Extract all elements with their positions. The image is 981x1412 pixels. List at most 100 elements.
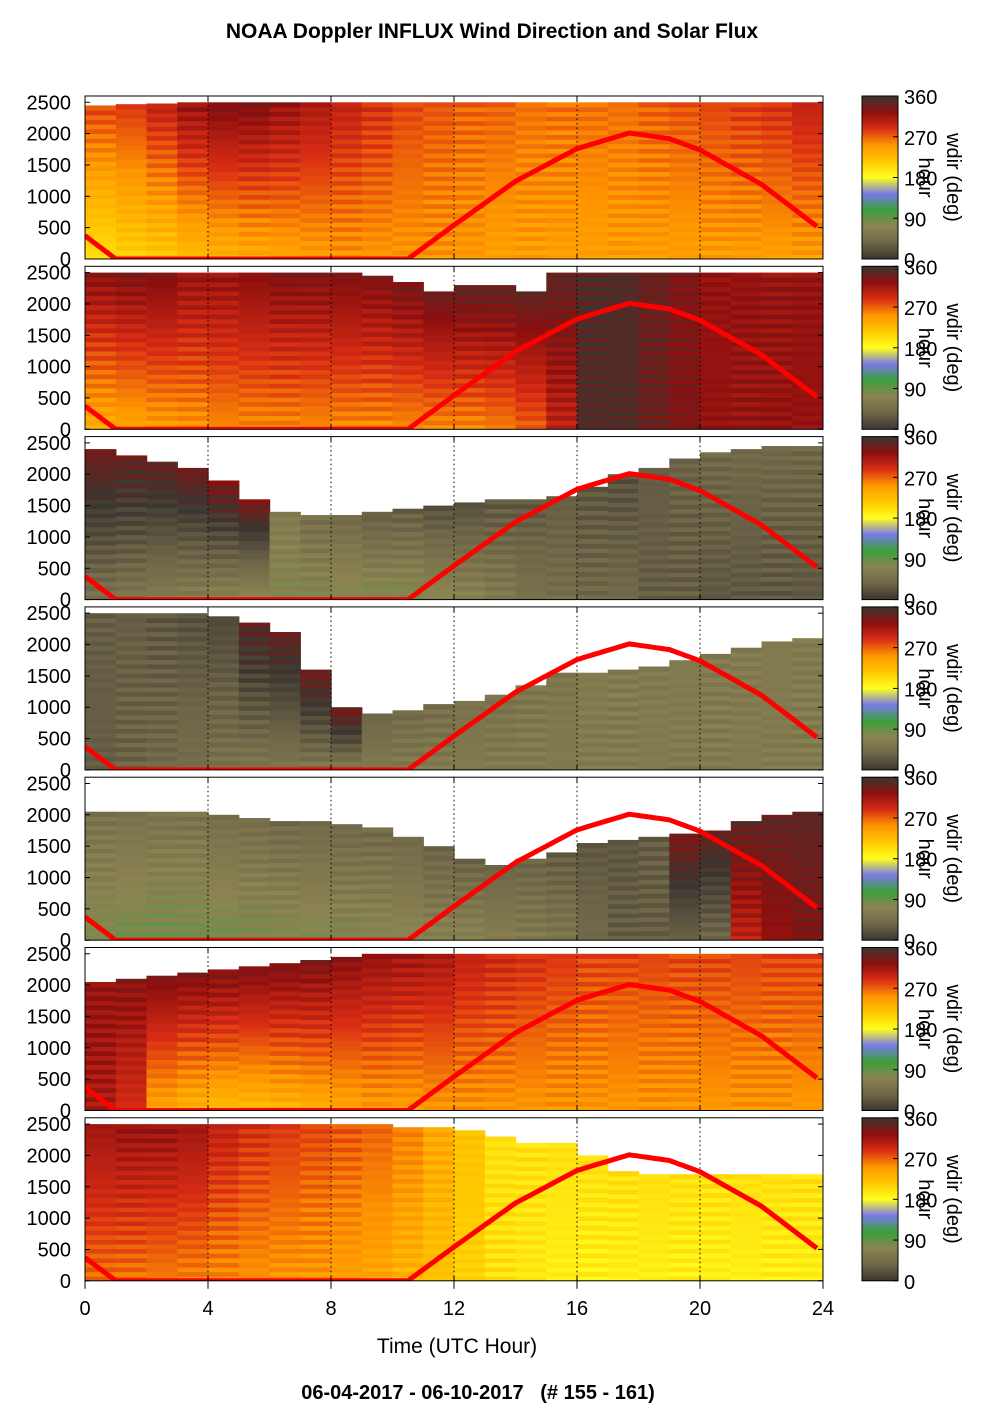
heatmap-cell (85, 387, 117, 393)
heatmap-cell (792, 166, 823, 172)
heatmap-cell (269, 544, 301, 550)
colorbar-tick-label: 270 (904, 298, 937, 320)
heatmap-cell (238, 845, 271, 851)
heatmap-cell (484, 883, 517, 890)
heatmap-cell (669, 1188, 701, 1194)
heatmap-cell (115, 816, 148, 822)
heatmap-cell (638, 240, 670, 246)
heatmap-cell (361, 921, 394, 927)
heatmap-cell (238, 350, 271, 357)
heatmap-cell (577, 856, 609, 863)
heatmap-cell (177, 176, 209, 182)
heatmap-cell (85, 142, 117, 148)
heatmap-cell (423, 129, 455, 136)
heatmap-cell (700, 360, 732, 366)
heatmap-cell (484, 289, 517, 296)
heatmap-cell (454, 189, 486, 196)
chart-title: NOAA Doppler INFLUX Wind Direction and S… (226, 20, 759, 43)
heatmap-cell (208, 480, 240, 486)
heatmap-cell (300, 987, 332, 993)
heatmap-cell (208, 572, 240, 578)
heatmap-cell (546, 907, 578, 914)
heatmap-cell (115, 1060, 148, 1066)
heatmap-cell (700, 203, 732, 209)
heatmap-cell (669, 1174, 701, 1180)
heatmap-cell (669, 549, 701, 555)
heatmap-cell (269, 1151, 301, 1157)
heatmap-cell (700, 857, 732, 864)
heatmap-cell (546, 990, 578, 996)
heatmap-cell (85, 673, 117, 679)
heatmap-cell (607, 543, 640, 550)
heatmap-cell (546, 369, 578, 375)
heatmap-cell (484, 120, 517, 126)
heatmap-cell (577, 1234, 609, 1240)
heatmap-cell (761, 295, 793, 301)
heatmap-cell (761, 272, 793, 278)
heatmap-cell (577, 921, 609, 927)
heatmap-cell (208, 364, 240, 370)
heatmap-cell (484, 208, 517, 214)
heatmap-cell (730, 585, 763, 592)
heatmap-cell (361, 1078, 394, 1084)
heatmap-cell (300, 295, 332, 301)
heatmap-cell (730, 531, 763, 537)
heatmap-cell (423, 176, 455, 182)
heatmap-cell (761, 824, 793, 830)
heatmap-cell (638, 125, 670, 131)
heatmap-cell (300, 1010, 332, 1016)
heatmap-cell (361, 1142, 394, 1148)
heatmap-cell (146, 217, 178, 223)
heatmap-cell (730, 733, 763, 739)
heatmap-cell (115, 571, 148, 577)
heatmap-cell (607, 1073, 640, 1079)
heatmap-cell (269, 139, 301, 145)
heatmap-cell (761, 655, 793, 661)
heatmap-cell (208, 1078, 240, 1084)
heatmap-cell (269, 673, 301, 679)
heatmap-cell (331, 392, 363, 398)
heatmap-cell (730, 462, 763, 468)
heatmap-cell (700, 572, 732, 578)
heatmap-cell (607, 392, 640, 398)
heatmap-cell (115, 360, 148, 366)
heatmap-cell (85, 866, 117, 872)
panel-hour-label: hour (914, 328, 936, 368)
heatmap-cell (269, 894, 301, 900)
heatmap-cell (208, 176, 240, 182)
heatmap-cell (361, 1156, 394, 1162)
heatmap-cell (269, 327, 301, 334)
heatmap-cell (331, 410, 363, 417)
heatmap-cell (669, 1206, 701, 1212)
heatmap-cell (761, 861, 793, 867)
heatmap-cell (792, 1004, 823, 1010)
heatmap-cell (300, 1271, 332, 1277)
heatmap-cell (361, 1151, 394, 1157)
heatmap-cell (515, 581, 547, 587)
heatmap-cell (208, 240, 240, 246)
heatmap-cell (115, 126, 148, 133)
heatmap-cell (238, 1262, 271, 1268)
heatmap-cell (638, 1069, 670, 1075)
heatmap-cell (792, 834, 823, 840)
heatmap-cell (177, 1170, 209, 1176)
heatmap-cell (761, 464, 793, 470)
heatmap-cell (515, 885, 547, 891)
heatmap-cell (115, 871, 148, 877)
heatmap-cell (146, 1012, 178, 1019)
heatmap-cell (300, 1160, 332, 1167)
heatmap-cell (423, 249, 455, 255)
heatmap-cell (115, 1019, 148, 1025)
heatmap-cell (115, 131, 148, 137)
heatmap-cell (607, 1101, 640, 1107)
heatmap-cell (115, 529, 148, 536)
heatmap-cell (669, 199, 701, 205)
heatmap-cell (700, 549, 732, 555)
heatmap-cell (300, 212, 332, 219)
heatmap-cell (546, 291, 578, 297)
heatmap-cell (761, 478, 793, 484)
heatmap-cell (423, 1136, 455, 1142)
heatmap-cell (423, 346, 455, 352)
heatmap-cell (792, 478, 823, 484)
heatmap-cell (208, 662, 240, 669)
